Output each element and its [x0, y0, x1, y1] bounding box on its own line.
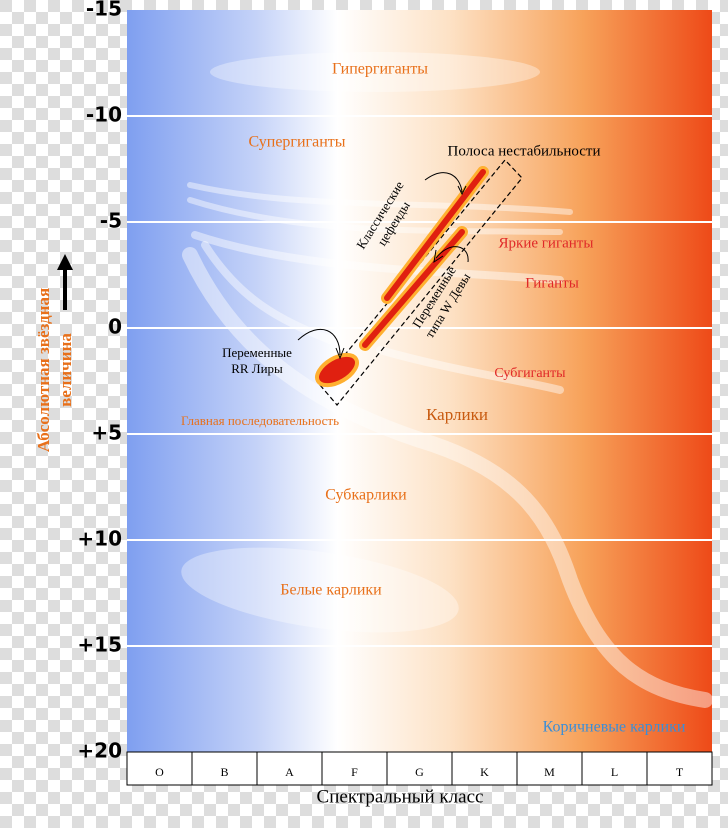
region-label: Белые карлики — [280, 582, 382, 599]
variable-tracks — [315, 166, 489, 388]
class-label: G — [415, 765, 424, 779]
axis-label: величина — [56, 333, 75, 407]
region-label: Субкарлики — [325, 487, 407, 504]
y-tick-label: +20 — [77, 739, 122, 763]
annotation: Полоса нестабильности — [448, 143, 601, 159]
class-bar — [126, 751, 713, 786]
region-label: Коричневые карлики — [543, 719, 686, 736]
class-label: K — [480, 765, 489, 779]
y-tick-label: 0 — [108, 315, 122, 339]
class-label: A — [285, 765, 294, 779]
annotation: Переменные — [222, 345, 292, 360]
annotation: RR Лиры — [231, 361, 283, 376]
class-label: L — [611, 765, 618, 779]
y-tick-label: +10 — [77, 527, 122, 551]
class-label: O — [155, 765, 164, 779]
y-tick-label: -15 — [86, 0, 122, 21]
y-tick-label: +5 — [91, 421, 122, 445]
class-label: T — [676, 765, 684, 779]
pointer-arrows — [297, 172, 469, 360]
class-label: M — [544, 765, 555, 779]
bands — [181, 52, 713, 708]
axis-label: Абсолютная звёздная — [34, 288, 53, 452]
region-label: Карлики — [426, 405, 488, 424]
region-label: Гиганты — [525, 275, 579, 291]
region-label: Яркие гиганты — [499, 235, 594, 251]
axis-label: Спектральный класс — [317, 786, 484, 807]
region-label: Гипергиганты — [332, 61, 428, 78]
axis-arrow-head — [57, 254, 73, 270]
region-label: Супергиганты — [248, 134, 345, 151]
y-tick-label: -10 — [86, 103, 122, 127]
y-tick-label: -5 — [100, 209, 122, 233]
y-tick-label: +15 — [77, 633, 122, 657]
region-label: Главная последовательность — [181, 413, 339, 428]
plot-area — [127, 10, 712, 752]
region-label: Субгиганты — [494, 366, 566, 381]
class-label: F — [351, 765, 358, 779]
instability-strip — [319, 159, 523, 406]
class-label: B — [220, 765, 228, 779]
